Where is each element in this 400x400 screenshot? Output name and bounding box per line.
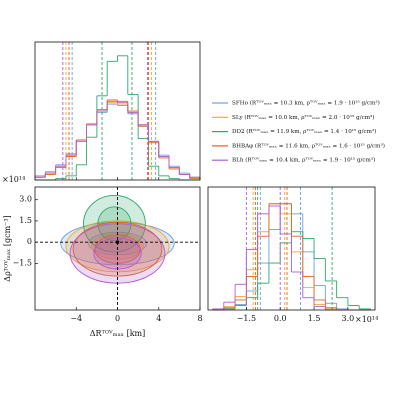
offset-label: ×10¹⁴ [2, 175, 25, 184]
legend-label: SFHo (Rᵀᴼⱽₘₐₓ = 10.3 km, ρᵀᴼⱽₘₐₓ = 1.9 ·… [232, 100, 380, 107]
y-axis-label: Δρᵀᴼⱽₘₐₓ [gcm⁻³] [3, 215, 12, 281]
x-tick-label: −4 [70, 314, 82, 323]
offset-label: ×10¹⁴ [355, 315, 378, 324]
legend-label: BHBAφ (Rᵀᴼⱽₘₐₓ = 11.6 km, ρᵀᴼⱽₘₐₓ = 1.6 … [232, 142, 385, 149]
x-tick-label: 0 [115, 314, 120, 323]
x-tick-label: 3.0 [342, 314, 355, 323]
legend-label: SLy (Rᵀᴼⱽₘₐₓ = 10.0 km, ρᵀᴼⱽₘₐₓ = 2.0 · … [232, 114, 374, 121]
x-tick-label: −1.5 [237, 314, 256, 323]
y-tick-label: 3.0 [19, 195, 32, 204]
x-tick-label: 1.5 [308, 314, 321, 323]
x-tick-label: 0.0 [274, 314, 287, 323]
contour-panel [35, 187, 200, 310]
axes-frame [207, 186, 376, 311]
histogram-panel [34, 42, 201, 181]
truth-point [115, 240, 120, 244]
x-tick-label: 8 [197, 314, 202, 323]
legend-label: DD2 (Rᵀᴼⱽₘₐₓ = 11.9 km, ρᵀᴼⱽₘₐₓ = 1.4 · … [232, 128, 376, 135]
y-tick-label: 1.5 [19, 216, 32, 225]
x-tick-label: 4 [156, 314, 161, 323]
x-axis-label: ΔRᵀᴼⱽₘₐₓ [km] [90, 329, 146, 338]
legend-label: BLh (Rᵀᴼⱽₘₐₓ = 10.4 km, ρᵀᴼⱽₘₐₓ = 1.9 · … [232, 157, 375, 164]
y-tick-label: 0 [27, 237, 32, 246]
y-tick-label: −1.5 [13, 258, 32, 267]
